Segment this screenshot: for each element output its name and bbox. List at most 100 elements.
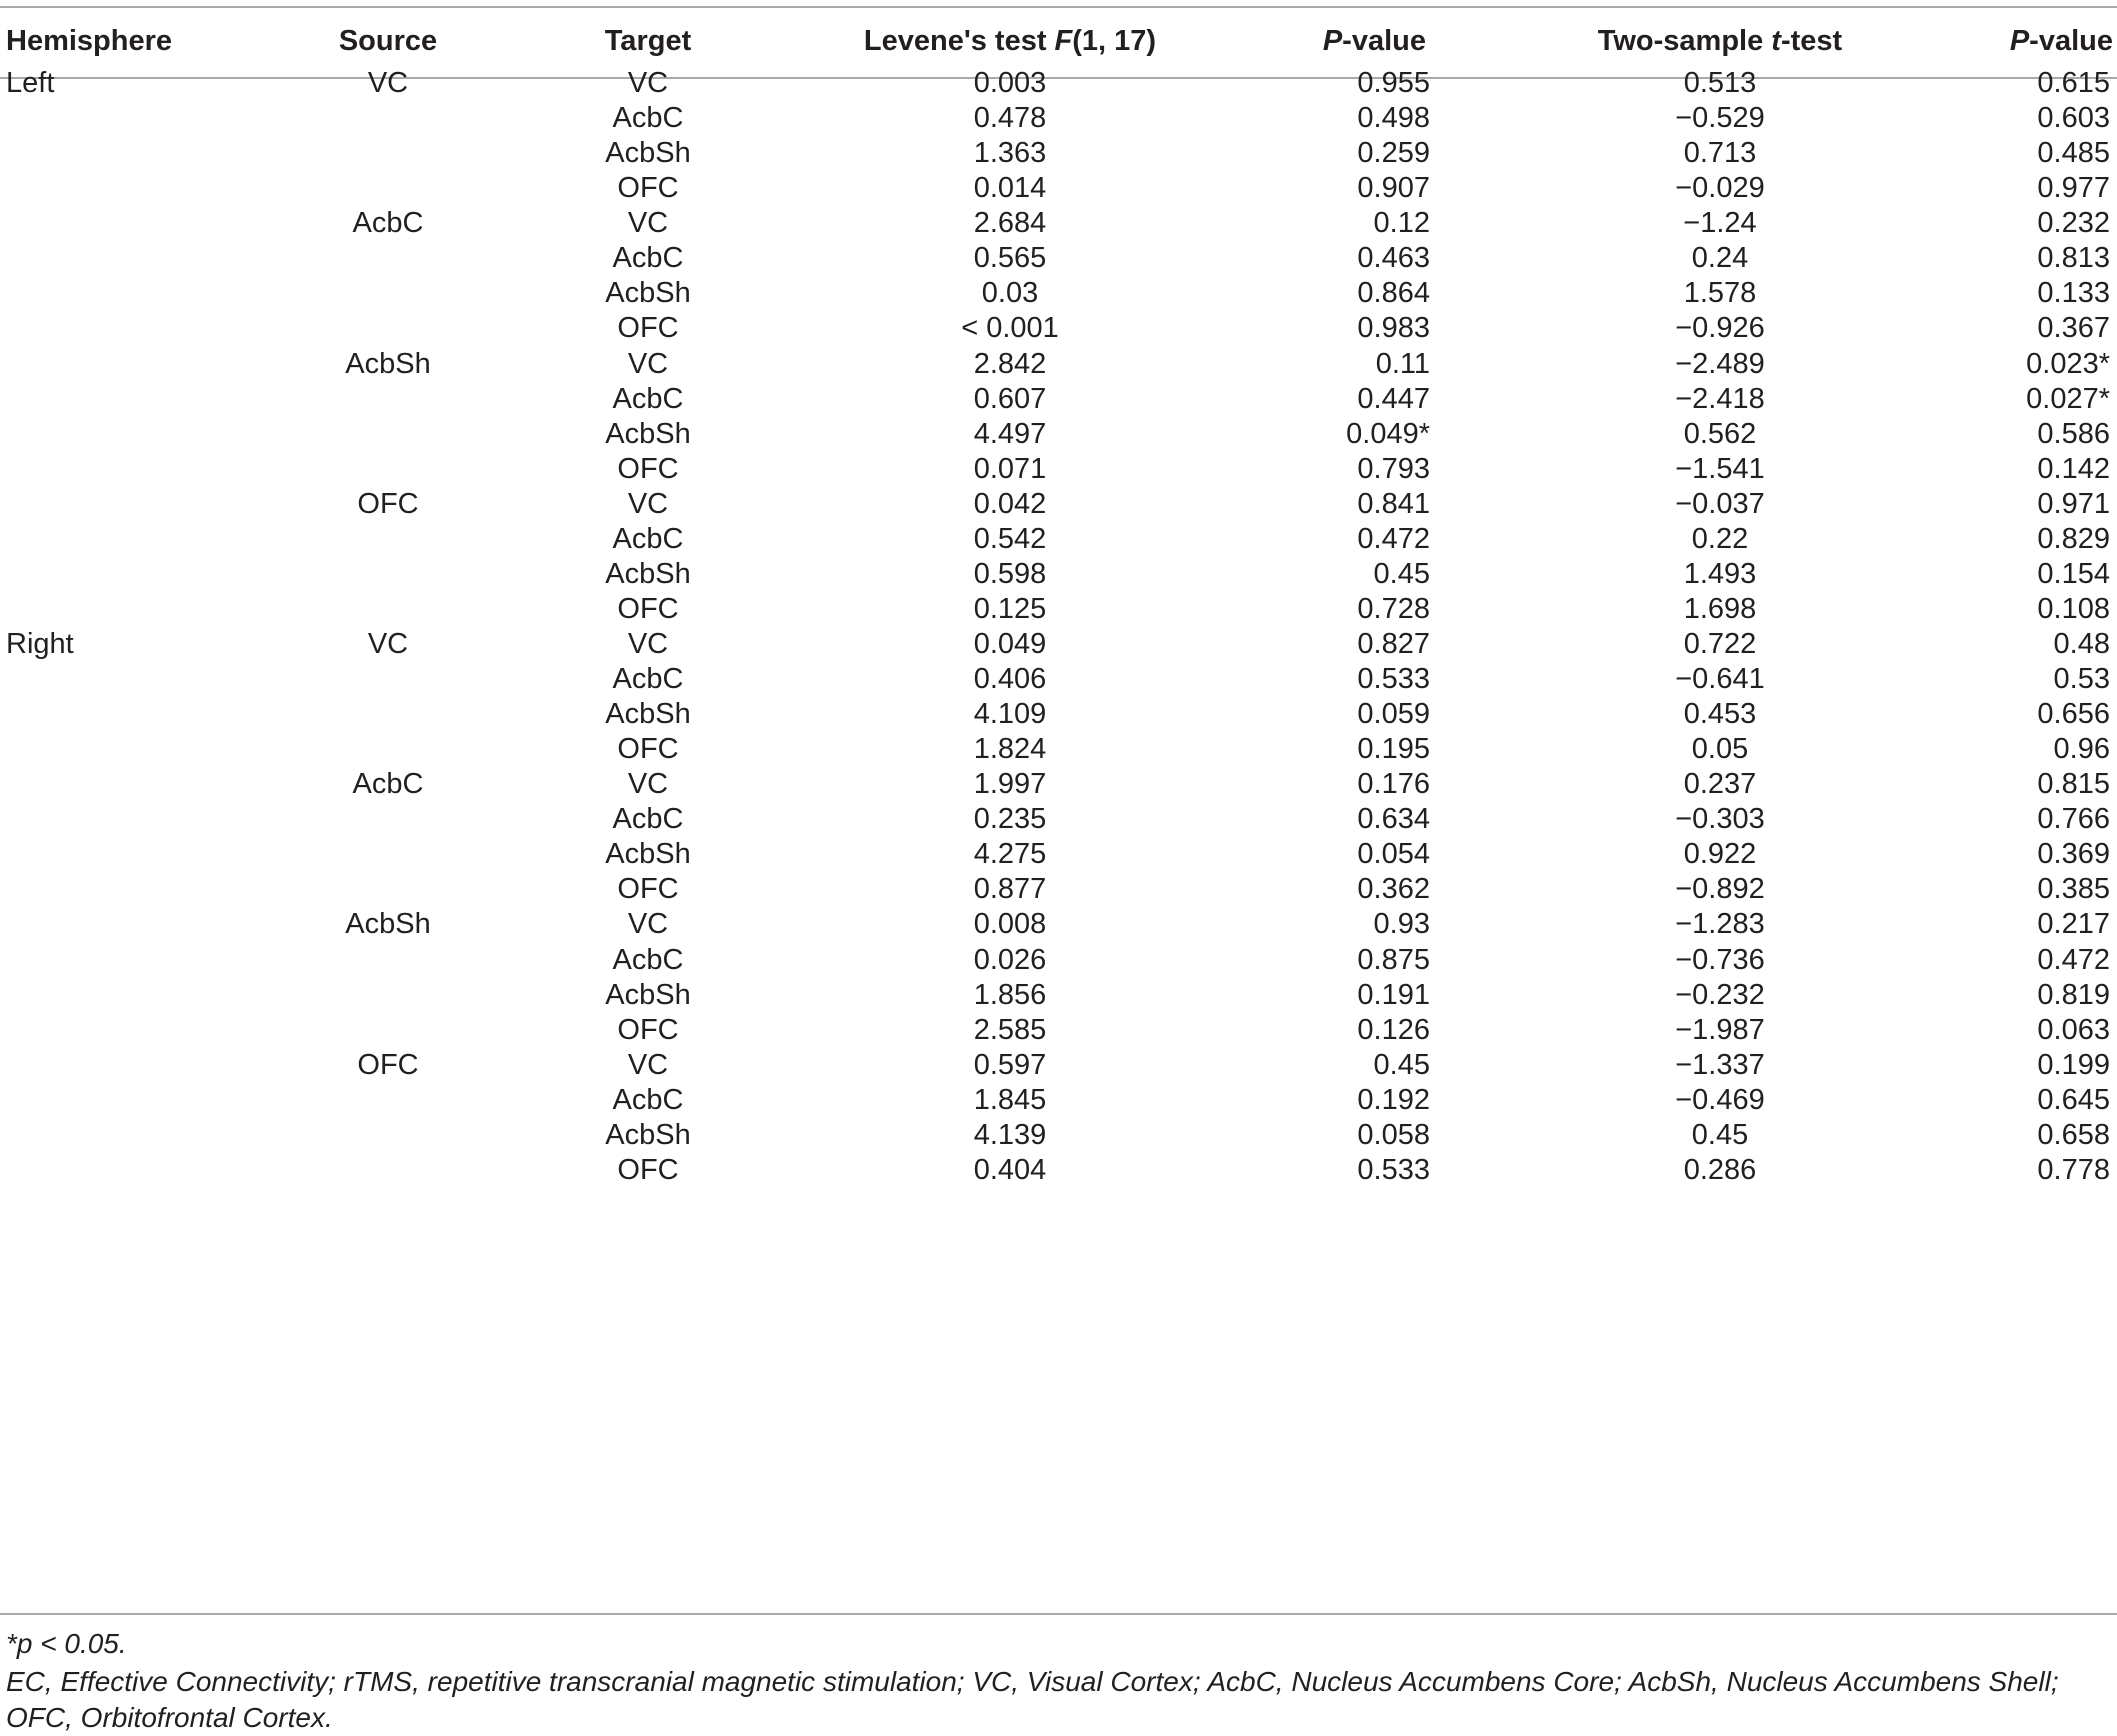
cell-target: AcbC (612, 102, 684, 135)
cell-t-test-p-value: 0.154 (2037, 557, 2110, 590)
cell-t-statistic: 1.698 (1683, 592, 1757, 625)
cell-levene-p-value: 0.259 (1357, 137, 1430, 170)
cell-target: OFC (617, 592, 679, 625)
table-row: AcbC 1.845 0.192 −0.469 0.645 (0, 1076, 2117, 1124)
table-row: AcbSh 4.497 0.049* 0.562 0.586 (0, 410, 2117, 458)
cell-t-statistic: −0.892 (1675, 873, 1765, 906)
footnote-abbreviations-line-1: EC, Effective Connectivity; rTMS, repeti… (6, 1666, 2059, 1697)
cell-t-test-p-value: 0.829 (2037, 522, 2110, 555)
cell-target: OFC (617, 733, 679, 766)
cell-t-test-p-value: 0.472 (2037, 943, 2110, 976)
cell-t-statistic: −1.541 (1675, 452, 1765, 485)
table-row: AcbSh VC 0.008 0.93 −1.283 0.217 (0, 900, 2117, 948)
table-row: AcbC 0.026 0.875 −0.736 0.472 (0, 936, 2117, 984)
cell-levene-f: 0.125 (973, 592, 1047, 625)
cell-t-test-p-value: 0.142 (2037, 452, 2110, 485)
table-row: AcbC 0.542 0.472 0.22 0.829 (0, 515, 2117, 563)
cell-levene-p-value: 0.45 (1373, 557, 1430, 590)
cell-target: OFC (617, 312, 679, 345)
cell-levene-f: 0.042 (973, 487, 1047, 520)
cell-levene-p-value: 0.498 (1357, 102, 1430, 135)
cell-t-test-p-value: 0.813 (2037, 242, 2110, 275)
cell-target: OFC (617, 1013, 679, 1046)
cell-target: VC (627, 487, 669, 520)
header-levene-prefix: Levene's test (863, 25, 1055, 57)
cell-levene-p-value: 0.533 (1357, 663, 1430, 695)
cell-t-statistic: 0.45 (1691, 1118, 1749, 1151)
cell-target: VC (627, 347, 669, 380)
table-row: AcbC 0.565 0.463 0.24 0.813 (0, 234, 2117, 282)
cell-target: AcbC (612, 663, 684, 695)
cell-target: AcbC (612, 242, 684, 275)
cell-t-statistic: −1.24 (1683, 207, 1757, 240)
cell-target: OFC (617, 172, 679, 205)
table-row: AcbSh 4.139 0.058 0.45 0.658 (0, 1111, 2117, 1159)
cell-target: OFC (617, 452, 679, 485)
cell-t-statistic: −0.037 (1675, 487, 1765, 520)
cell-hemisphere: Left (6, 67, 55, 99)
cell-levene-f: 1.363 (973, 137, 1047, 170)
cell-target: AcbSh (605, 978, 691, 1011)
cell-levene-f: 0.071 (973, 452, 1047, 485)
cell-target: VC (627, 628, 669, 660)
cell-target: VC (627, 908, 669, 941)
cell-t-test-p-value: 0.133 (2037, 277, 2110, 310)
cell-t-test-p-value: 0.217 (2037, 908, 2110, 941)
cell-target: AcbSh (605, 137, 691, 170)
cell-levene-p-value: 0.93 (1373, 908, 1430, 941)
cell-t-statistic: 0.22 (1691, 522, 1749, 555)
cell-target: OFC (617, 873, 679, 906)
cell-levene-f: 0.03 (981, 277, 1039, 310)
cell-t-test-p-value: 0.96 (2053, 733, 2110, 766)
cell-target: AcbC (612, 522, 684, 555)
cell-t-test-p-value: 0.615 (2037, 67, 2110, 99)
cell-source: VC (367, 67, 409, 99)
table-row: OFC 1.824 0.195 0.05 0.96 (0, 725, 2117, 773)
header-t-italic: t (1771, 25, 1781, 57)
cell-levene-p-value: 0.191 (1357, 978, 1430, 1011)
cell-levene-p-value: 0.447 (1357, 382, 1430, 415)
cell-t-statistic: 0.713 (1683, 137, 1757, 170)
cell-levene-f: 1.856 (973, 978, 1047, 1011)
cell-t-test-p-value: 0.586 (2037, 417, 2110, 450)
header-p1-italic: P (1322, 25, 1343, 57)
cell-t-test-p-value: 0.977 (2037, 172, 2110, 205)
cell-source: AcbC (352, 768, 424, 801)
table-row: AcbSh 4.275 0.054 0.922 0.369 (0, 830, 2117, 878)
cell-levene-p-value: 0.634 (1357, 803, 1430, 836)
cell-t-statistic: −0.529 (1675, 102, 1765, 135)
cell-source: VC (367, 628, 409, 660)
cell-t-test-p-value: 0.658 (2037, 1118, 2110, 1151)
cell-levene-f: 1.997 (973, 768, 1047, 801)
header-t-test: Two-sample t-test (1560, 6, 1880, 77)
cell-source: AcbSh (345, 347, 431, 380)
cell-t-test-p-value: 0.367 (2037, 312, 2110, 345)
cell-levene-f: 0.565 (973, 242, 1047, 275)
header-hemisphere: Hemisphere (6, 25, 173, 57)
table-row: OFC 2.585 0.126 −1.987 0.063 (0, 1006, 2117, 1054)
cell-t-test-p-value: 0.385 (2037, 873, 2110, 906)
cell-t-statistic: 0.453 (1683, 698, 1757, 731)
cell-target: AcbC (612, 803, 684, 836)
cell-t-statistic: 0.513 (1683, 67, 1757, 99)
cell-t-statistic: 0.722 (1683, 628, 1757, 660)
cell-levene-f: 0.008 (973, 908, 1047, 941)
cell-hemisphere (6, 1146, 236, 1194)
cell-levene-p-value: 0.11 (1375, 347, 1430, 380)
cell-levene-f: 0.542 (973, 522, 1047, 555)
header-levene-df: (1, 17) (1072, 25, 1157, 57)
cell-t-test-p-value: 0.819 (2037, 978, 2110, 1011)
cell-t-test-p-value: 0.815 (2037, 768, 2110, 801)
table-row: AcbC 0.478 0.498 −0.529 0.603 (0, 94, 2117, 142)
cell-t-test-p-value: 0.766 (2037, 803, 2110, 836)
cell-t-test-p-value: 0.656 (2037, 698, 2110, 731)
cell-target: AcbSh (605, 1118, 691, 1151)
cell-levene-p-value: 0.955 (1357, 67, 1430, 99)
cell-t-statistic: 0.562 (1683, 417, 1757, 450)
header-t-test-p-value: P-value (1900, 6, 2113, 77)
cell-levene-p-value: 0.841 (1357, 487, 1430, 520)
cell-target: VC (627, 207, 669, 240)
table-row: AcbC 0.235 0.634 −0.303 0.766 (0, 795, 2117, 843)
cell-source: AcbC (352, 207, 424, 240)
